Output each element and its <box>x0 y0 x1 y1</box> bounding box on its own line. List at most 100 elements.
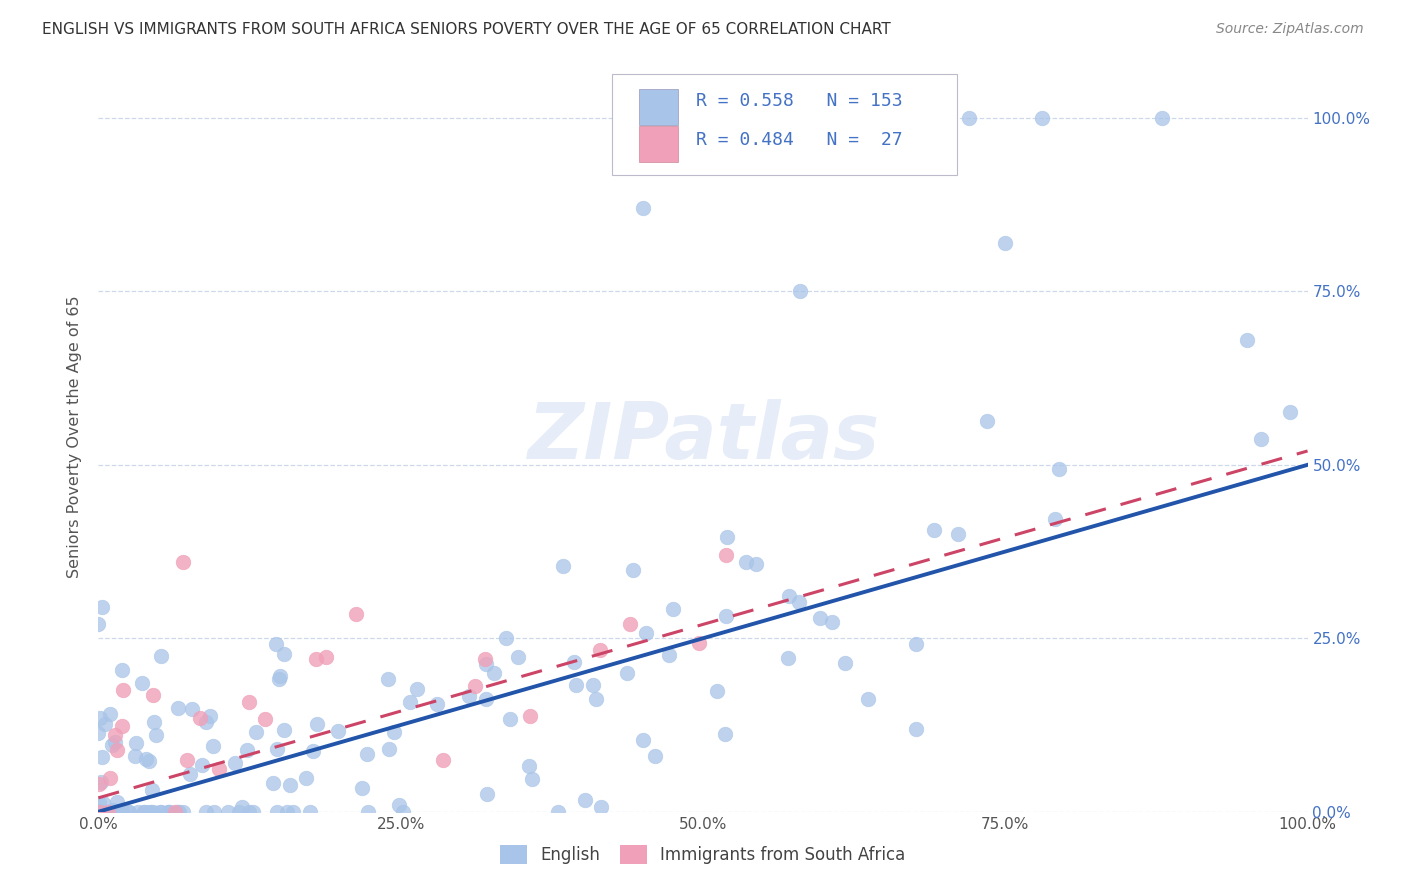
Point <box>97 805 120 819</box>
Point <box>631 733 654 747</box>
Point <box>564 678 586 692</box>
Point <box>904 723 927 737</box>
Point <box>562 655 585 669</box>
Point <box>706 684 728 698</box>
Point <box>149 805 172 819</box>
Point <box>946 527 969 541</box>
Point <box>107 805 129 819</box>
Point <box>142 805 165 819</box>
Point <box>924 523 946 537</box>
Point <box>224 756 246 770</box>
Text: R = 0.558   N = 153: R = 0.558 N = 153 <box>696 92 903 110</box>
Point <box>426 697 449 711</box>
Point <box>165 805 187 819</box>
Point <box>172 555 194 569</box>
Point <box>238 696 260 710</box>
Point <box>108 805 131 819</box>
Point <box>585 692 607 706</box>
Point <box>94 716 117 731</box>
Point <box>634 626 657 640</box>
Point <box>834 657 856 671</box>
Point <box>87 805 110 819</box>
Point <box>458 690 481 704</box>
Point <box>266 637 288 651</box>
Point <box>198 708 221 723</box>
Point <box>132 805 155 819</box>
Point <box>138 754 160 768</box>
Point <box>475 787 498 801</box>
Point <box>172 805 194 819</box>
Point <box>91 805 114 819</box>
Point <box>104 735 127 749</box>
Point <box>905 637 928 651</box>
Point <box>135 752 157 766</box>
Point <box>91 796 114 810</box>
Point <box>506 649 529 664</box>
Legend: English, Immigrants from South Africa: English, Immigrants from South Africa <box>494 838 912 871</box>
Point <box>631 201 654 215</box>
Point <box>356 805 378 819</box>
Point <box>149 649 172 664</box>
Point <box>267 672 290 686</box>
Point <box>976 414 998 428</box>
Point <box>778 651 800 665</box>
Point <box>808 611 831 625</box>
Point <box>432 753 454 767</box>
Point <box>107 795 129 809</box>
Point <box>688 636 710 650</box>
Point <box>181 702 204 716</box>
Point <box>789 285 811 299</box>
Point <box>273 648 295 662</box>
Y-axis label: Seniors Poverty Over the Age of 65: Seniors Poverty Over the Age of 65 <box>67 296 83 578</box>
Point <box>658 648 681 662</box>
Point <box>208 762 231 776</box>
Point <box>266 805 288 819</box>
Point <box>398 695 420 709</box>
Point <box>1045 511 1067 525</box>
Point <box>499 712 522 726</box>
Point <box>298 805 321 819</box>
Point <box>91 750 114 764</box>
Point <box>202 739 225 754</box>
Point <box>157 805 180 819</box>
Point <box>139 805 162 819</box>
Point <box>517 759 540 773</box>
Point <box>90 805 112 819</box>
Point <box>190 758 212 772</box>
Point <box>176 754 198 768</box>
Point <box>142 689 165 703</box>
Text: Source: ZipAtlas.com: Source: ZipAtlas.com <box>1216 22 1364 37</box>
Point <box>315 650 337 665</box>
Point <box>238 805 260 819</box>
Point <box>202 805 225 819</box>
Point <box>621 563 644 577</box>
Point <box>194 715 217 730</box>
Point <box>1236 333 1258 347</box>
Point <box>464 680 486 694</box>
Point <box>91 599 114 614</box>
Point <box>125 736 148 750</box>
Point <box>111 663 134 677</box>
Point <box>714 727 737 741</box>
Point <box>273 723 295 737</box>
Point <box>344 607 367 621</box>
Point <box>87 805 110 819</box>
Point <box>262 775 284 789</box>
Point <box>276 805 298 819</box>
Point <box>127 805 149 819</box>
Point <box>474 657 496 671</box>
Point <box>141 782 163 797</box>
Text: R = 0.484   N =  27: R = 0.484 N = 27 <box>696 130 903 149</box>
Point <box>305 652 328 666</box>
Point <box>734 555 756 569</box>
Point <box>269 669 291 683</box>
Point <box>301 744 323 758</box>
Point <box>87 805 110 819</box>
Point <box>356 747 378 761</box>
Point <box>90 774 112 789</box>
Point <box>138 805 160 819</box>
Point <box>714 548 737 562</box>
Point <box>520 772 543 786</box>
Point <box>619 617 641 632</box>
FancyBboxPatch shape <box>638 88 678 125</box>
